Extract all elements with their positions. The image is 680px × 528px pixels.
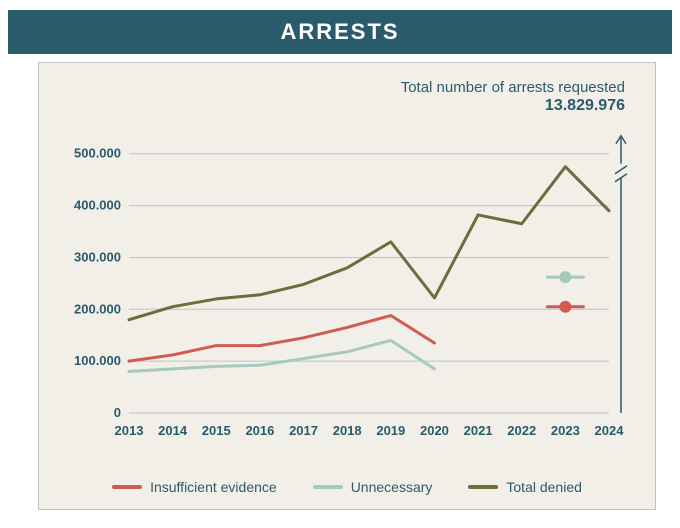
y-tick-label: 100.000 bbox=[74, 353, 121, 368]
legend-label: Insufficient evidence bbox=[150, 479, 277, 495]
annotation-label: Total number of arrests requested bbox=[401, 79, 625, 96]
y-tick-label: 0 bbox=[114, 405, 121, 420]
series-line bbox=[129, 167, 609, 320]
y-tick-label: 500.000 bbox=[74, 146, 121, 161]
legend-item: Insufficient evidence bbox=[112, 479, 277, 495]
x-tick-label: 2019 bbox=[376, 423, 405, 438]
x-tick-label: 2020 bbox=[420, 423, 449, 438]
header-bar: ARRESTS bbox=[8, 10, 672, 54]
annotation-value: 13.829.976 bbox=[545, 97, 625, 115]
chart-plot: 0 100.000 200.000 300.000 400.000 500.000 2013… bbox=[59, 123, 637, 453]
legend-label: Total denied bbox=[506, 479, 582, 495]
legend-item: Total denied bbox=[468, 479, 582, 495]
legend: Insufficient evidence Unnecessary Total de… bbox=[39, 479, 655, 495]
series-marker bbox=[559, 301, 571, 313]
canvas: ARRESTS Total number of arrests requeste… bbox=[0, 0, 680, 528]
chart-frame: Total number of arrests requested 13.829… bbox=[38, 62, 656, 510]
x-tick-label: 2015 bbox=[202, 423, 231, 438]
x-tick-label: 2023 bbox=[551, 423, 580, 438]
x-tick-label: 2022 bbox=[507, 423, 536, 438]
legend-swatch bbox=[313, 485, 343, 489]
series-line bbox=[129, 316, 434, 362]
x-tick-label: 2024 bbox=[595, 423, 625, 438]
x-tick-label: 2018 bbox=[333, 423, 362, 438]
x-tick-label: 2014 bbox=[158, 423, 188, 438]
y-tick-label: 200.000 bbox=[74, 301, 121, 316]
y-tick-label: 300.000 bbox=[74, 249, 121, 264]
x-tick-label: 2017 bbox=[289, 423, 318, 438]
legend-label: Unnecessary bbox=[351, 479, 433, 495]
x-tick-label: 2013 bbox=[115, 423, 144, 438]
legend-swatch bbox=[468, 485, 498, 489]
legend-item: Unnecessary bbox=[313, 479, 433, 495]
series-marker bbox=[559, 271, 571, 283]
x-tick-label: 2021 bbox=[464, 423, 493, 438]
legend-swatch bbox=[112, 485, 142, 489]
x-tick-label: 2016 bbox=[245, 423, 274, 438]
header-title: ARRESTS bbox=[280, 19, 399, 45]
y-tick-label: 400.000 bbox=[74, 198, 121, 213]
